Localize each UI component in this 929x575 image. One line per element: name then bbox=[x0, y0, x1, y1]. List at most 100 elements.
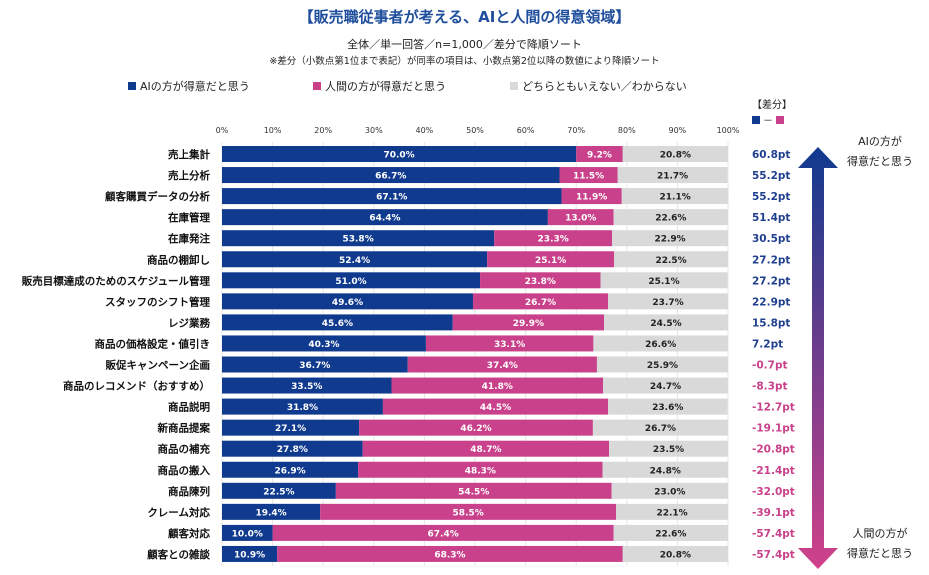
data-label: 23.0% bbox=[654, 487, 685, 497]
data-label: 31.8% bbox=[287, 403, 318, 413]
annotation-ai-better: AIの方が 得意だと思う bbox=[840, 132, 920, 172]
data-label: 68.3% bbox=[434, 550, 465, 560]
x-tick-label: 100% bbox=[717, 126, 740, 135]
bar-segment bbox=[608, 398, 728, 415]
bar-segment bbox=[222, 419, 360, 436]
legend-human: 人間の方が得意だと思う bbox=[313, 78, 446, 94]
category-label: 商品の棚卸し bbox=[147, 253, 210, 266]
legend-swatch-ai bbox=[128, 82, 136, 90]
category-label: 商品説明 bbox=[168, 401, 210, 414]
diff-label: -32.0pt bbox=[752, 486, 795, 498]
data-label: 23.6% bbox=[652, 403, 683, 413]
legend-label-human: 人間の方が得意だと思う bbox=[325, 80, 446, 93]
bar-segment bbox=[622, 545, 728, 562]
annotation-human-better: 人間の方が 得意だと思う bbox=[840, 524, 920, 564]
data-label: 24.5% bbox=[650, 319, 681, 329]
diff-title: 【差分】 bbox=[752, 100, 792, 111]
data-label: 26.7% bbox=[645, 424, 676, 434]
category-label: 顧客購買データの分析 bbox=[105, 190, 210, 203]
data-label: 44.5% bbox=[480, 403, 511, 413]
category-label: 在庫発注 bbox=[168, 232, 210, 245]
data-label: 22.5% bbox=[263, 487, 294, 497]
legend-neutral: どちらともいえない／わからない bbox=[510, 78, 687, 94]
data-label: 58.5% bbox=[453, 508, 484, 518]
bar-segment bbox=[494, 230, 613, 247]
data-label: 67.4% bbox=[428, 529, 459, 539]
bar-segment bbox=[222, 167, 560, 184]
bar-segment bbox=[222, 188, 562, 205]
x-tick-label: 90% bbox=[669, 126, 687, 135]
bar-segment bbox=[487, 251, 615, 268]
bar-segment bbox=[222, 272, 481, 289]
data-label: 24.7% bbox=[650, 382, 681, 392]
data-label: 22.9% bbox=[654, 235, 685, 245]
data-label: 54.5% bbox=[458, 487, 489, 497]
bar-segment bbox=[222, 524, 273, 541]
data-label: 10.0% bbox=[232, 529, 263, 539]
bar-segment bbox=[222, 314, 453, 331]
category-label: クレーム対応 bbox=[147, 506, 210, 519]
category-label: 商品陳列 bbox=[168, 485, 210, 498]
diff-label: -12.7pt bbox=[752, 402, 795, 414]
data-label: 27.1% bbox=[275, 424, 306, 434]
data-label: 20.8% bbox=[660, 550, 691, 560]
bar-segment bbox=[621, 188, 729, 205]
bar-segment bbox=[425, 335, 594, 352]
bar-segment bbox=[222, 545, 278, 562]
category-label: 売上集計 bbox=[168, 148, 210, 161]
bar-segment bbox=[472, 293, 609, 310]
bar-segment bbox=[222, 461, 359, 478]
bar-segment bbox=[391, 377, 604, 394]
data-label: 19.4% bbox=[255, 508, 286, 518]
bar-segment bbox=[611, 482, 728, 499]
bar-segment bbox=[592, 419, 728, 436]
data-label: 24.8% bbox=[650, 466, 681, 476]
data-label: 25.1% bbox=[535, 256, 566, 266]
category-label: 販売目標達成のためのスケジュール管理 bbox=[22, 274, 211, 287]
diff-key-human-swatch bbox=[776, 115, 784, 124]
category-label: 在庫管理 bbox=[168, 211, 210, 224]
category-label: 売上分析 bbox=[168, 169, 210, 182]
x-tick-label: 30% bbox=[365, 126, 383, 135]
data-label: 70.0% bbox=[383, 151, 414, 161]
bar-segment bbox=[596, 356, 728, 373]
data-label: 27.8% bbox=[277, 445, 308, 455]
data-label: 22.5% bbox=[655, 256, 686, 266]
annotation-human-line1: 人間の方が bbox=[852, 527, 908, 540]
diff-label: -21.4pt bbox=[752, 465, 795, 477]
bar-segment bbox=[222, 146, 577, 162]
diff-label: 30.5pt bbox=[752, 233, 790, 245]
data-label: 53.8% bbox=[342, 235, 373, 245]
data-label: 21.7% bbox=[657, 172, 688, 182]
data-label: 23.5% bbox=[653, 445, 684, 455]
bar-segment bbox=[335, 482, 612, 499]
bar-segment bbox=[609, 440, 728, 457]
bar-segment bbox=[358, 461, 603, 478]
data-label: 25.1% bbox=[648, 277, 679, 287]
bar-segment bbox=[222, 503, 321, 520]
data-label: 41.8% bbox=[482, 382, 513, 392]
data-label: 67.1% bbox=[376, 193, 407, 203]
category-label: 顧客との雑談 bbox=[147, 548, 210, 561]
bar-segment bbox=[320, 503, 617, 520]
bar-segment bbox=[547, 209, 614, 226]
bar-segment bbox=[622, 146, 728, 162]
chart-title: 【販売職従事者が考える、AIと人間の得意領域】 bbox=[298, 8, 631, 26]
annotation-ai-line2: 得意だと思う bbox=[847, 155, 913, 168]
x-tick-label: 0% bbox=[216, 126, 229, 135]
category-label: スタッフのシフト管理 bbox=[105, 295, 210, 308]
diff-label: 27.2pt bbox=[752, 275, 790, 287]
diff-label: -57.4pt bbox=[752, 549, 795, 561]
data-label: 33.1% bbox=[494, 340, 525, 350]
diff-label: -8.3pt bbox=[752, 381, 788, 393]
bar-segment bbox=[600, 272, 728, 289]
bar-segment bbox=[559, 167, 618, 184]
data-label: 23.7% bbox=[652, 298, 683, 308]
category-label: 販促キャンペーン企画 bbox=[106, 359, 210, 372]
bar-segment bbox=[222, 209, 548, 226]
category-label: 顧客対応 bbox=[168, 527, 210, 540]
data-label: 23.8% bbox=[525, 277, 556, 287]
category-label: 商品のレコメンド（おすすめ） bbox=[63, 380, 210, 393]
bar-segment bbox=[480, 272, 601, 289]
